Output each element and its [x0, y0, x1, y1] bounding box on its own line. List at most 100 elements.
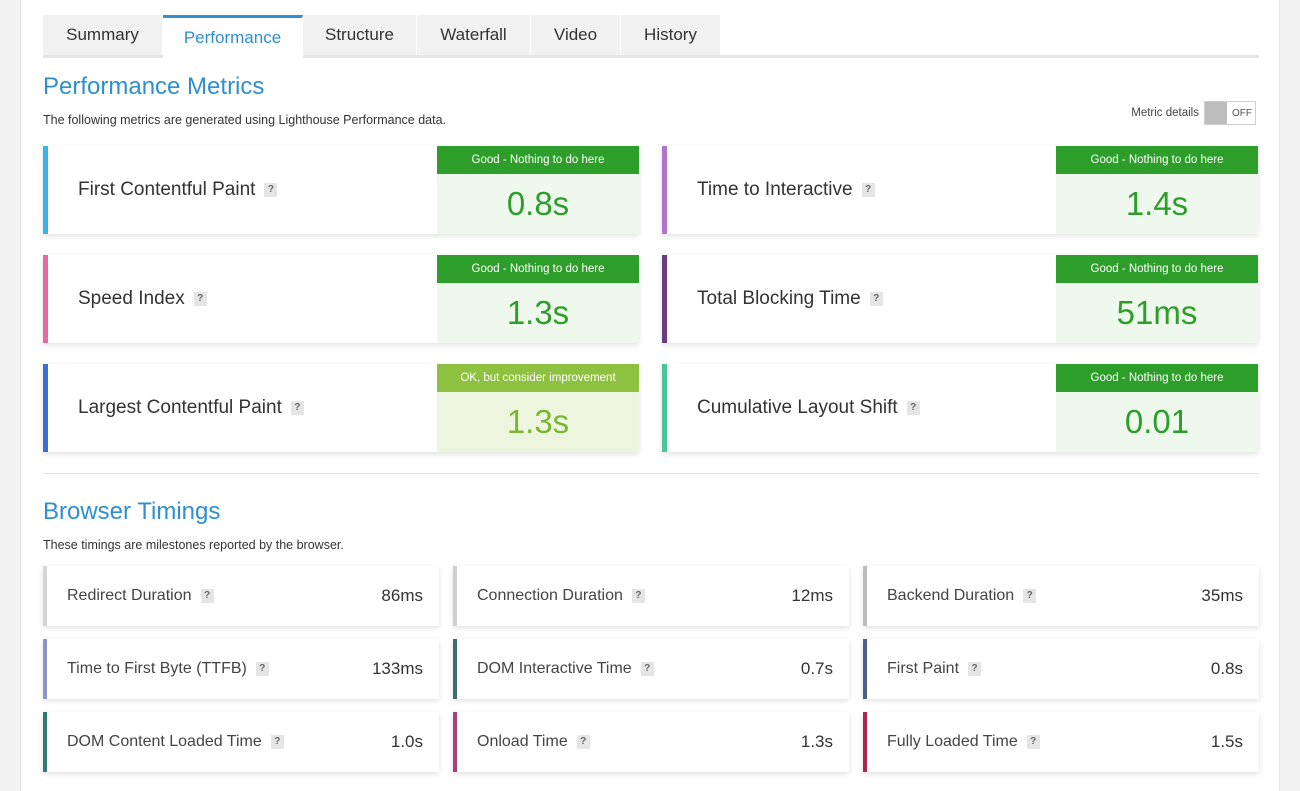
- metric-value-box: Good - Nothing to do here 0.01: [1056, 364, 1258, 452]
- section-divider: [43, 473, 1259, 474]
- timing-value: 0.8s: [1210, 659, 1243, 678]
- help-icon[interactable]: ?: [906, 401, 920, 415]
- metric-label: Cumulative Layout Shift?: [697, 364, 920, 452]
- metric-value: 1.3s: [506, 403, 570, 440]
- timing-label: Time to First Byte (TTFB)?: [67, 660, 269, 678]
- metric-label: Total Blocking Time?: [697, 255, 883, 343]
- help-icon[interactable]: ?: [290, 401, 304, 415]
- metric-card-cls: Cumulative Layout Shift? Good - Nothing …: [662, 364, 1258, 452]
- timing-label-text: Onload Time: [477, 733, 568, 750]
- metric-label-text: Total Blocking Time: [697, 288, 861, 309]
- metric-label: Largest Contentful Paint?: [78, 364, 304, 452]
- metric-value: 0.01: [1124, 403, 1190, 440]
- metric-label: Time to Interactive?: [697, 146, 875, 234]
- metric-details-label: Metric details: [1131, 107, 1199, 119]
- toggle-state-text: OFF: [1232, 107, 1252, 119]
- browser-timings-title: Browser Timings: [43, 498, 221, 525]
- help-icon[interactable]: ?: [576, 734, 590, 749]
- metric-card-tti: Time to Interactive? Good - Nothing to d…: [662, 146, 1258, 234]
- tab-performance[interactable]: Performance: [163, 15, 303, 58]
- metric-label: First Contentful Paint?: [78, 146, 278, 234]
- timing-label: Onload Time?: [477, 733, 590, 751]
- timing-value: 1.5s: [1210, 732, 1243, 751]
- metric-value-box: Good - Nothing to do here 51ms: [1056, 255, 1258, 343]
- timing-card-ttfb: Time to First Byte (TTFB)? 133ms: [43, 639, 439, 699]
- help-icon[interactable]: ?: [1026, 734, 1040, 749]
- help-icon[interactable]: ?: [968, 661, 982, 676]
- help-icon[interactable]: ?: [255, 661, 269, 676]
- timing-card-first-paint: First Paint? 0.8s: [863, 639, 1259, 699]
- tab-video[interactable]: Video: [531, 15, 621, 55]
- metric-details-control: Metric details OFF: [1131, 101, 1256, 125]
- timing-value: 86ms: [381, 586, 423, 605]
- metric-value: 1.3s: [506, 294, 570, 331]
- timing-value: 12ms: [791, 586, 833, 605]
- timing-label-text: DOM Content Loaded Time: [67, 733, 262, 750]
- metric-value-box: Good - Nothing to do here 0.8s: [437, 146, 639, 234]
- metric-value-box: OK, but consider improvement 1.3s: [437, 364, 639, 452]
- tab-summary[interactable]: Summary: [43, 15, 163, 55]
- help-icon[interactable]: ?: [640, 661, 654, 676]
- timing-value: 0.7s: [800, 659, 833, 678]
- metric-label-text: Speed Index: [78, 288, 185, 309]
- timing-value: 133ms: [371, 659, 423, 678]
- metric-value-box: Good - Nothing to do here 1.4s: [1056, 146, 1258, 234]
- performance-metrics-subtitle: The following metrics are generated usin…: [43, 113, 447, 127]
- help-icon[interactable]: ?: [1023, 588, 1037, 603]
- metric-label: Speed Index?: [78, 255, 207, 343]
- metric-value: 0.8s: [506, 185, 570, 222]
- timing-card-fully-loaded: Fully Loaded Time? 1.5s: [863, 712, 1259, 772]
- metric-value: 1.4s: [1125, 185, 1189, 222]
- help-icon[interactable]: ?: [270, 734, 284, 749]
- timing-label: Redirect Duration?: [67, 587, 214, 605]
- toggle-knob: [1205, 102, 1227, 124]
- timing-label-text: Fully Loaded Time: [887, 733, 1018, 750]
- timing-label: Backend Duration?: [887, 587, 1037, 605]
- help-icon[interactable]: ?: [200, 588, 214, 603]
- metric-label-text: Cumulative Layout Shift: [697, 397, 898, 418]
- metric-card-tbt: Total Blocking Time? Good - Nothing to d…: [662, 255, 1258, 343]
- metric-card-lcp: Largest Contentful Paint? OK, but consid…: [43, 364, 639, 452]
- help-icon[interactable]: ?: [264, 183, 278, 197]
- timing-label: Connection Duration?: [477, 587, 645, 605]
- help-icon[interactable]: ?: [193, 292, 207, 306]
- timing-label: DOM Interactive Time?: [477, 660, 654, 678]
- metric-status-badge: Good - Nothing to do here: [1056, 146, 1258, 174]
- timing-value: 35ms: [1201, 586, 1243, 605]
- tab-bar: Summary Performance Structure Waterfall …: [43, 15, 1259, 58]
- timing-label-text: Time to First Byte (TTFB): [67, 660, 247, 677]
- metric-card-fcp: First Contentful Paint? Good - Nothing t…: [43, 146, 639, 234]
- timing-value: 1.3s: [800, 732, 833, 751]
- timing-card-onload: Onload Time? 1.3s: [453, 712, 849, 772]
- metric-label-text: Time to Interactive: [697, 179, 853, 200]
- timing-card-dom-interactive: DOM Interactive Time? 0.7s: [453, 639, 849, 699]
- metric-status-badge: OK, but consider improvement: [437, 364, 639, 392]
- page-panel: Summary Performance Structure Waterfall …: [20, 0, 1280, 791]
- timing-label-text: First Paint: [887, 660, 960, 677]
- browser-timings-subtitle: These timings are milestones reported by…: [43, 538, 344, 552]
- tab-waterfall[interactable]: Waterfall: [417, 15, 531, 55]
- timing-label-text: Backend Duration: [887, 587, 1015, 604]
- metric-label-text: Largest Contentful Paint: [78, 397, 282, 418]
- timing-label: DOM Content Loaded Time?: [67, 733, 284, 751]
- timing-label: Fully Loaded Time?: [887, 733, 1040, 751]
- timing-label-text: Redirect Duration: [67, 587, 192, 604]
- help-icon[interactable]: ?: [869, 292, 883, 306]
- metric-status-badge: Good - Nothing to do here: [437, 146, 639, 174]
- metric-details-toggle[interactable]: OFF: [1204, 101, 1256, 125]
- timing-card-connection: Connection Duration? 12ms: [453, 566, 849, 626]
- metric-card-speed-index: Speed Index? Good - Nothing to do here 1…: [43, 255, 639, 343]
- metric-status-badge: Good - Nothing to do here: [1056, 364, 1258, 392]
- metric-status-badge: Good - Nothing to do here: [1056, 255, 1258, 283]
- timing-card-redirect: Redirect Duration? 86ms: [43, 566, 439, 626]
- help-icon[interactable]: ?: [631, 588, 645, 603]
- timing-label: First Paint?: [887, 660, 982, 678]
- timing-card-backend: Backend Duration? 35ms: [863, 566, 1259, 626]
- metric-value-box: Good - Nothing to do here 1.3s: [437, 255, 639, 343]
- tab-history[interactable]: History: [621, 15, 721, 55]
- timing-card-dom-content-loaded: DOM Content Loaded Time? 1.0s: [43, 712, 439, 772]
- timing-value: 1.0s: [390, 732, 423, 751]
- help-icon[interactable]: ?: [861, 183, 875, 197]
- tab-structure[interactable]: Structure: [303, 15, 417, 55]
- timing-label-text: DOM Interactive Time: [477, 660, 632, 677]
